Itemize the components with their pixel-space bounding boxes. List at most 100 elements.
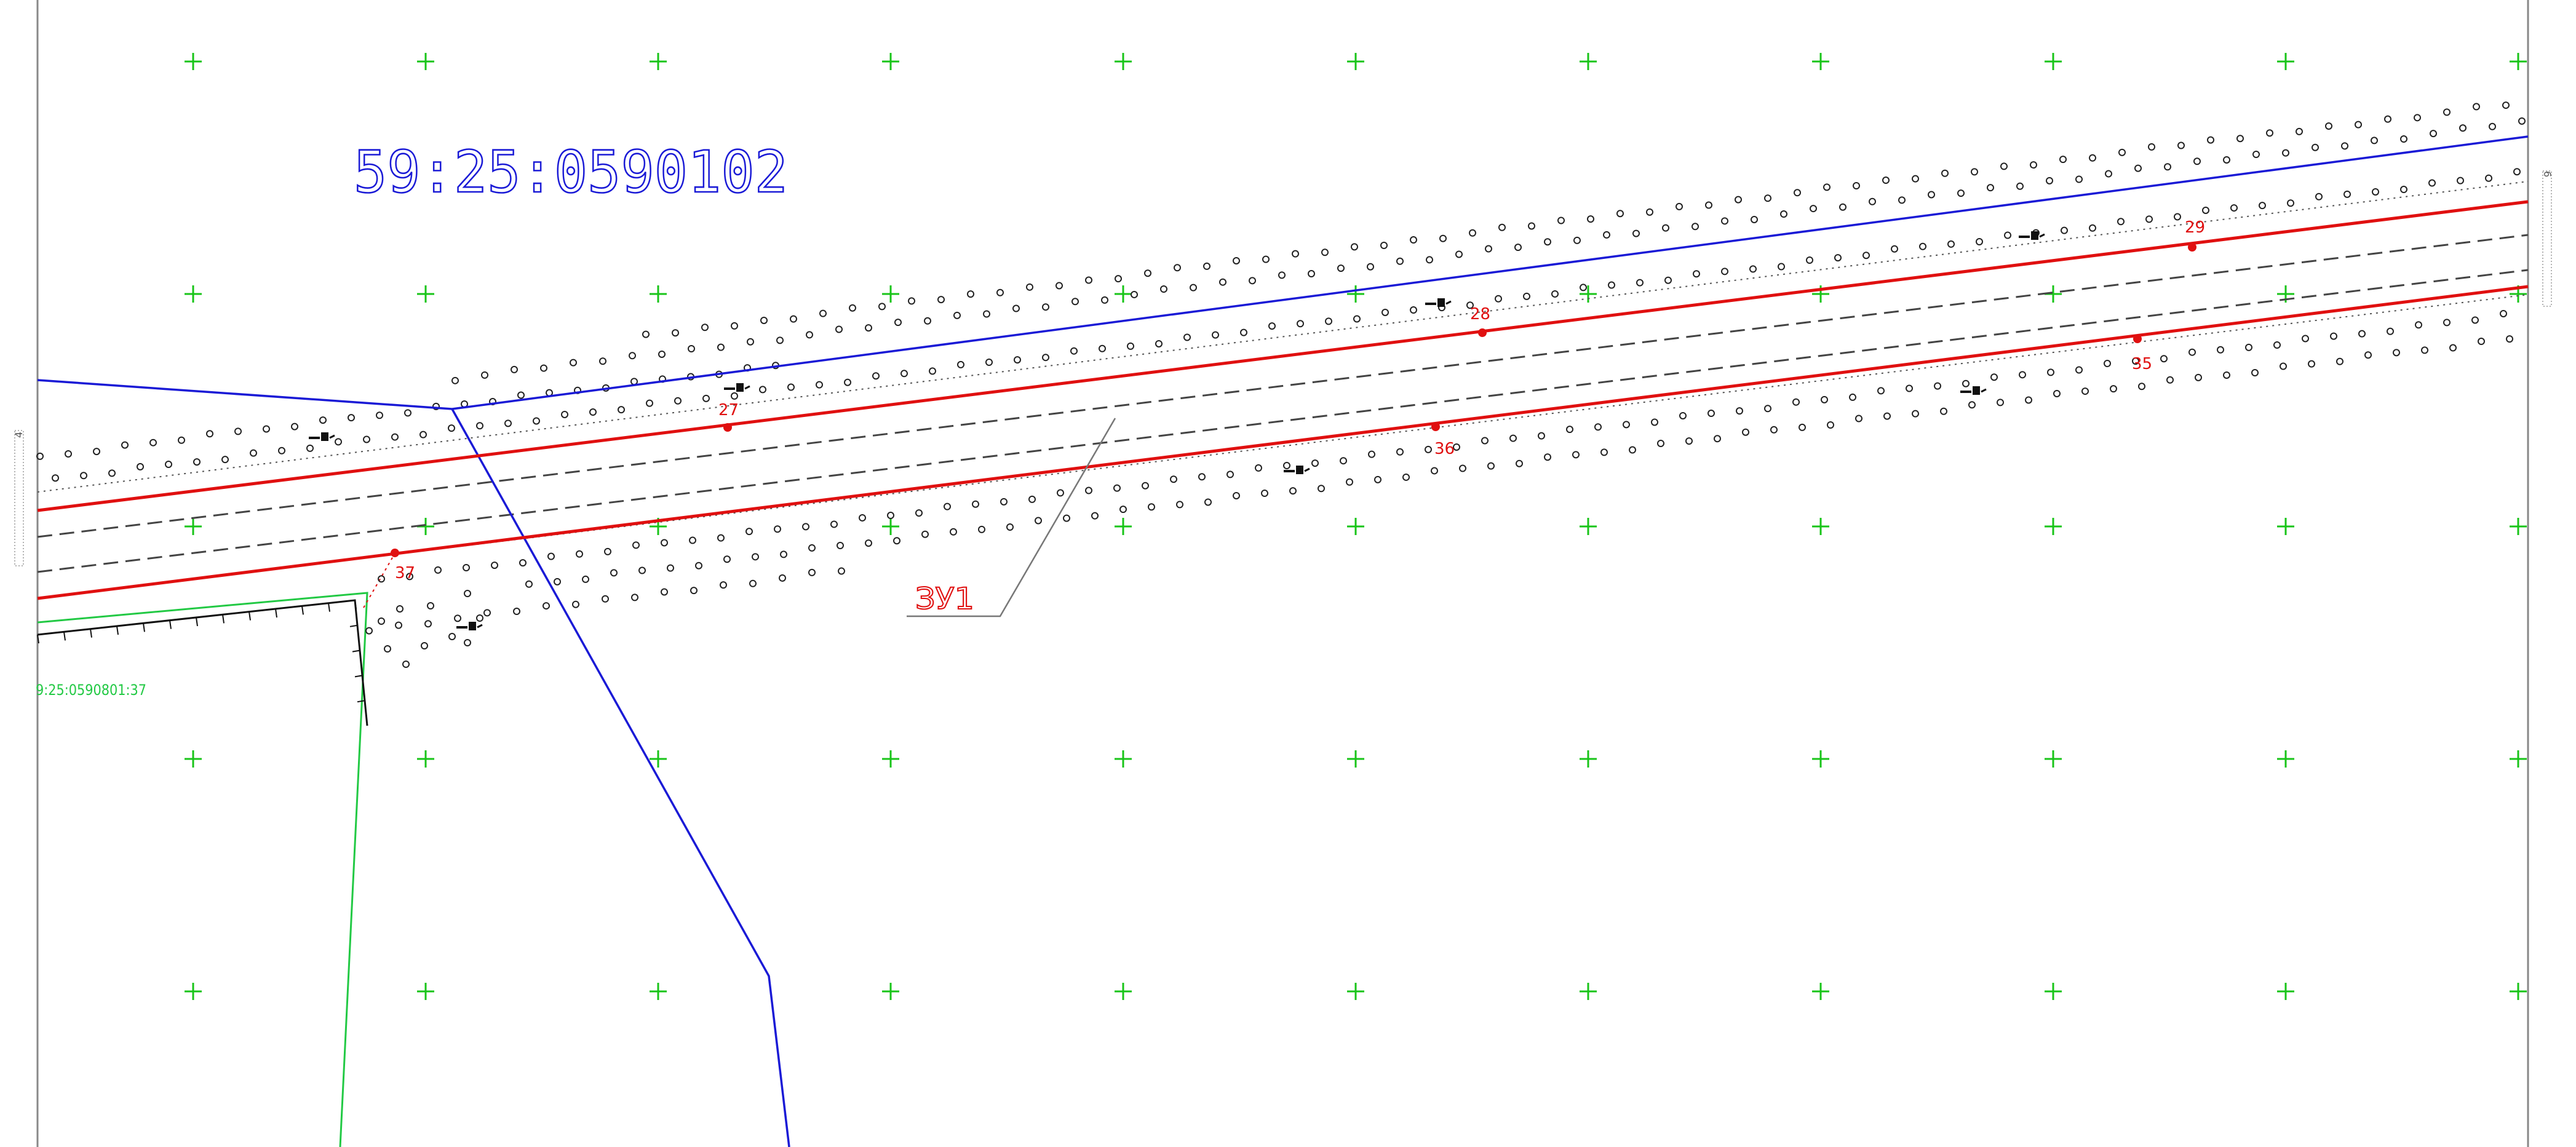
vegetation-symbols — [36, 101, 2526, 668]
shrub-circle — [1268, 322, 1276, 330]
shrub-circle — [1877, 387, 1885, 395]
shrub-circle — [2513, 168, 2521, 176]
shrub-circle — [1219, 278, 1226, 286]
grid-cross — [2277, 518, 2294, 535]
shrub-circle — [504, 419, 512, 427]
shrub-circle — [1485, 245, 1492, 253]
shrub-circle — [1891, 245, 1898, 253]
shrub-circle — [395, 621, 402, 629]
shrub-circle — [1997, 399, 2004, 407]
shrub-circle — [2266, 129, 2273, 137]
shrub-circle — [752, 553, 759, 561]
shrub-circle — [720, 581, 727, 589]
fence-tick — [90, 629, 92, 638]
grid-cross — [882, 983, 899, 1000]
cadastral-block-number: 59:25:0590102 — [354, 139, 788, 206]
tree-icon — [724, 383, 750, 392]
shrub-circle — [1898, 196, 1906, 204]
tree-icon — [456, 622, 483, 630]
shrub-circle — [1780, 210, 1787, 218]
shrub-circle — [872, 372, 880, 380]
shrub-circle — [554, 577, 561, 585]
tree-icon-mark — [2039, 233, 2045, 238]
fence-tick — [116, 625, 119, 635]
shrub-circle — [384, 645, 391, 653]
shrub-circle — [2336, 357, 2343, 365]
shrub-circle — [1968, 401, 1976, 409]
shrub-circle — [630, 378, 638, 386]
grid-cross — [1347, 285, 1364, 303]
fence-tick — [222, 614, 225, 624]
shrub-circle — [859, 514, 866, 522]
shrub-circle — [816, 381, 823, 389]
shrub-circle — [1142, 482, 1149, 490]
shrub-circle — [865, 539, 872, 547]
fence-tick — [301, 606, 304, 615]
tree-icon-body — [469, 622, 476, 630]
fence-tick — [352, 649, 360, 653]
shrub-circle — [540, 364, 547, 372]
shrub-circle — [985, 359, 993, 367]
shrub-circle — [618, 406, 625, 414]
shrub-circle — [1396, 257, 1404, 265]
shrub-circle — [1035, 517, 1042, 525]
shrub-circle — [1425, 445, 1432, 453]
shrub-circle — [632, 541, 640, 549]
shrub-circle — [2217, 346, 2224, 354]
shrub-circle — [278, 446, 285, 454]
shrub-circle — [1799, 423, 1806, 431]
shrub-circle — [1735, 196, 1742, 204]
shrub-circle — [953, 311, 961, 319]
fence-tick — [63, 632, 66, 641]
shrub-circle — [1119, 506, 1127, 514]
grid-cross — [2277, 750, 2294, 768]
shrub-circle — [1410, 236, 1417, 244]
shrub-circle — [774, 525, 781, 533]
fence-tick — [357, 700, 365, 703]
fence-tick — [275, 608, 277, 618]
grid-cross — [1347, 53, 1364, 70]
shrub-circle — [1919, 242, 1926, 250]
grid-cross — [2510, 750, 2527, 768]
grid-cross — [882, 750, 899, 768]
shrub-circle — [646, 399, 653, 407]
shrub-circle — [1402, 473, 1410, 481]
shrub-circle — [1131, 290, 1138, 298]
shrub-circle — [2449, 344, 2457, 352]
shrub-circle — [491, 562, 498, 570]
shrub-circle — [2138, 383, 2145, 391]
shrub-circle — [1148, 503, 1155, 511]
shrub-circle — [463, 563, 470, 571]
shrub-circle — [2105, 170, 2112, 178]
shrub-circle — [335, 438, 342, 446]
shrub-circle — [1028, 495, 1036, 503]
shrub-circle — [1947, 240, 1955, 248]
shrub-circle — [1308, 270, 1315, 278]
parcel-boundary — [37, 200, 2529, 600]
tree-icon-body — [1973, 386, 1980, 395]
boundary-point — [723, 423, 732, 432]
shrub-circle — [582, 575, 589, 583]
shrub-circle — [406, 573, 413, 581]
shrub-circle — [661, 588, 668, 596]
shrub-circle — [838, 567, 845, 575]
shrub-circle — [165, 460, 172, 468]
grid-cross — [185, 285, 202, 303]
grid-cross — [2277, 53, 2294, 70]
shrub-circle — [1544, 453, 1551, 461]
shrub-circle — [983, 310, 990, 318]
shrub-circle — [2287, 199, 2294, 207]
shrub-circle — [1000, 498, 1008, 506]
shrub-circle — [2518, 117, 2526, 125]
shrub-circle — [2016, 182, 2024, 190]
boundary-point — [391, 549, 399, 557]
shrub-circle — [1321, 248, 1329, 256]
zone-leader-line — [907, 418, 1116, 617]
shrub-circle — [137, 462, 144, 470]
grid-cross — [1115, 750, 1132, 768]
grid-cross — [417, 983, 434, 1000]
shrub-circle — [2132, 357, 2139, 365]
shrub-circle — [1736, 407, 1743, 415]
shrub-circle — [2500, 309, 2507, 317]
grid-cross — [2045, 518, 2062, 535]
